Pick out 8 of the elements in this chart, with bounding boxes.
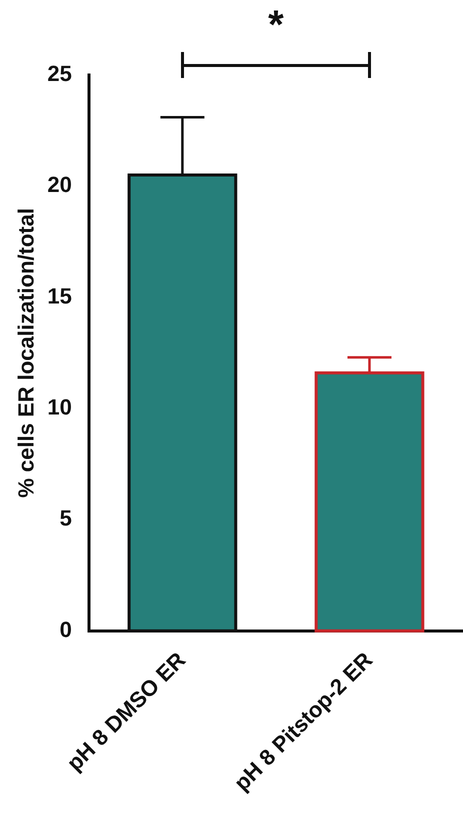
y-axis-title: % cells ER localization/total xyxy=(13,208,38,498)
y-tick-label: 5 xyxy=(60,506,72,531)
y-tick-label: 10 xyxy=(47,394,72,420)
y-tick-label: 15 xyxy=(47,283,72,308)
text: * xyxy=(267,3,285,47)
y-tick-label: 20 xyxy=(47,172,72,198)
y-tick-label: 25 xyxy=(47,61,72,86)
y-tick-label: 0 xyxy=(60,616,72,642)
